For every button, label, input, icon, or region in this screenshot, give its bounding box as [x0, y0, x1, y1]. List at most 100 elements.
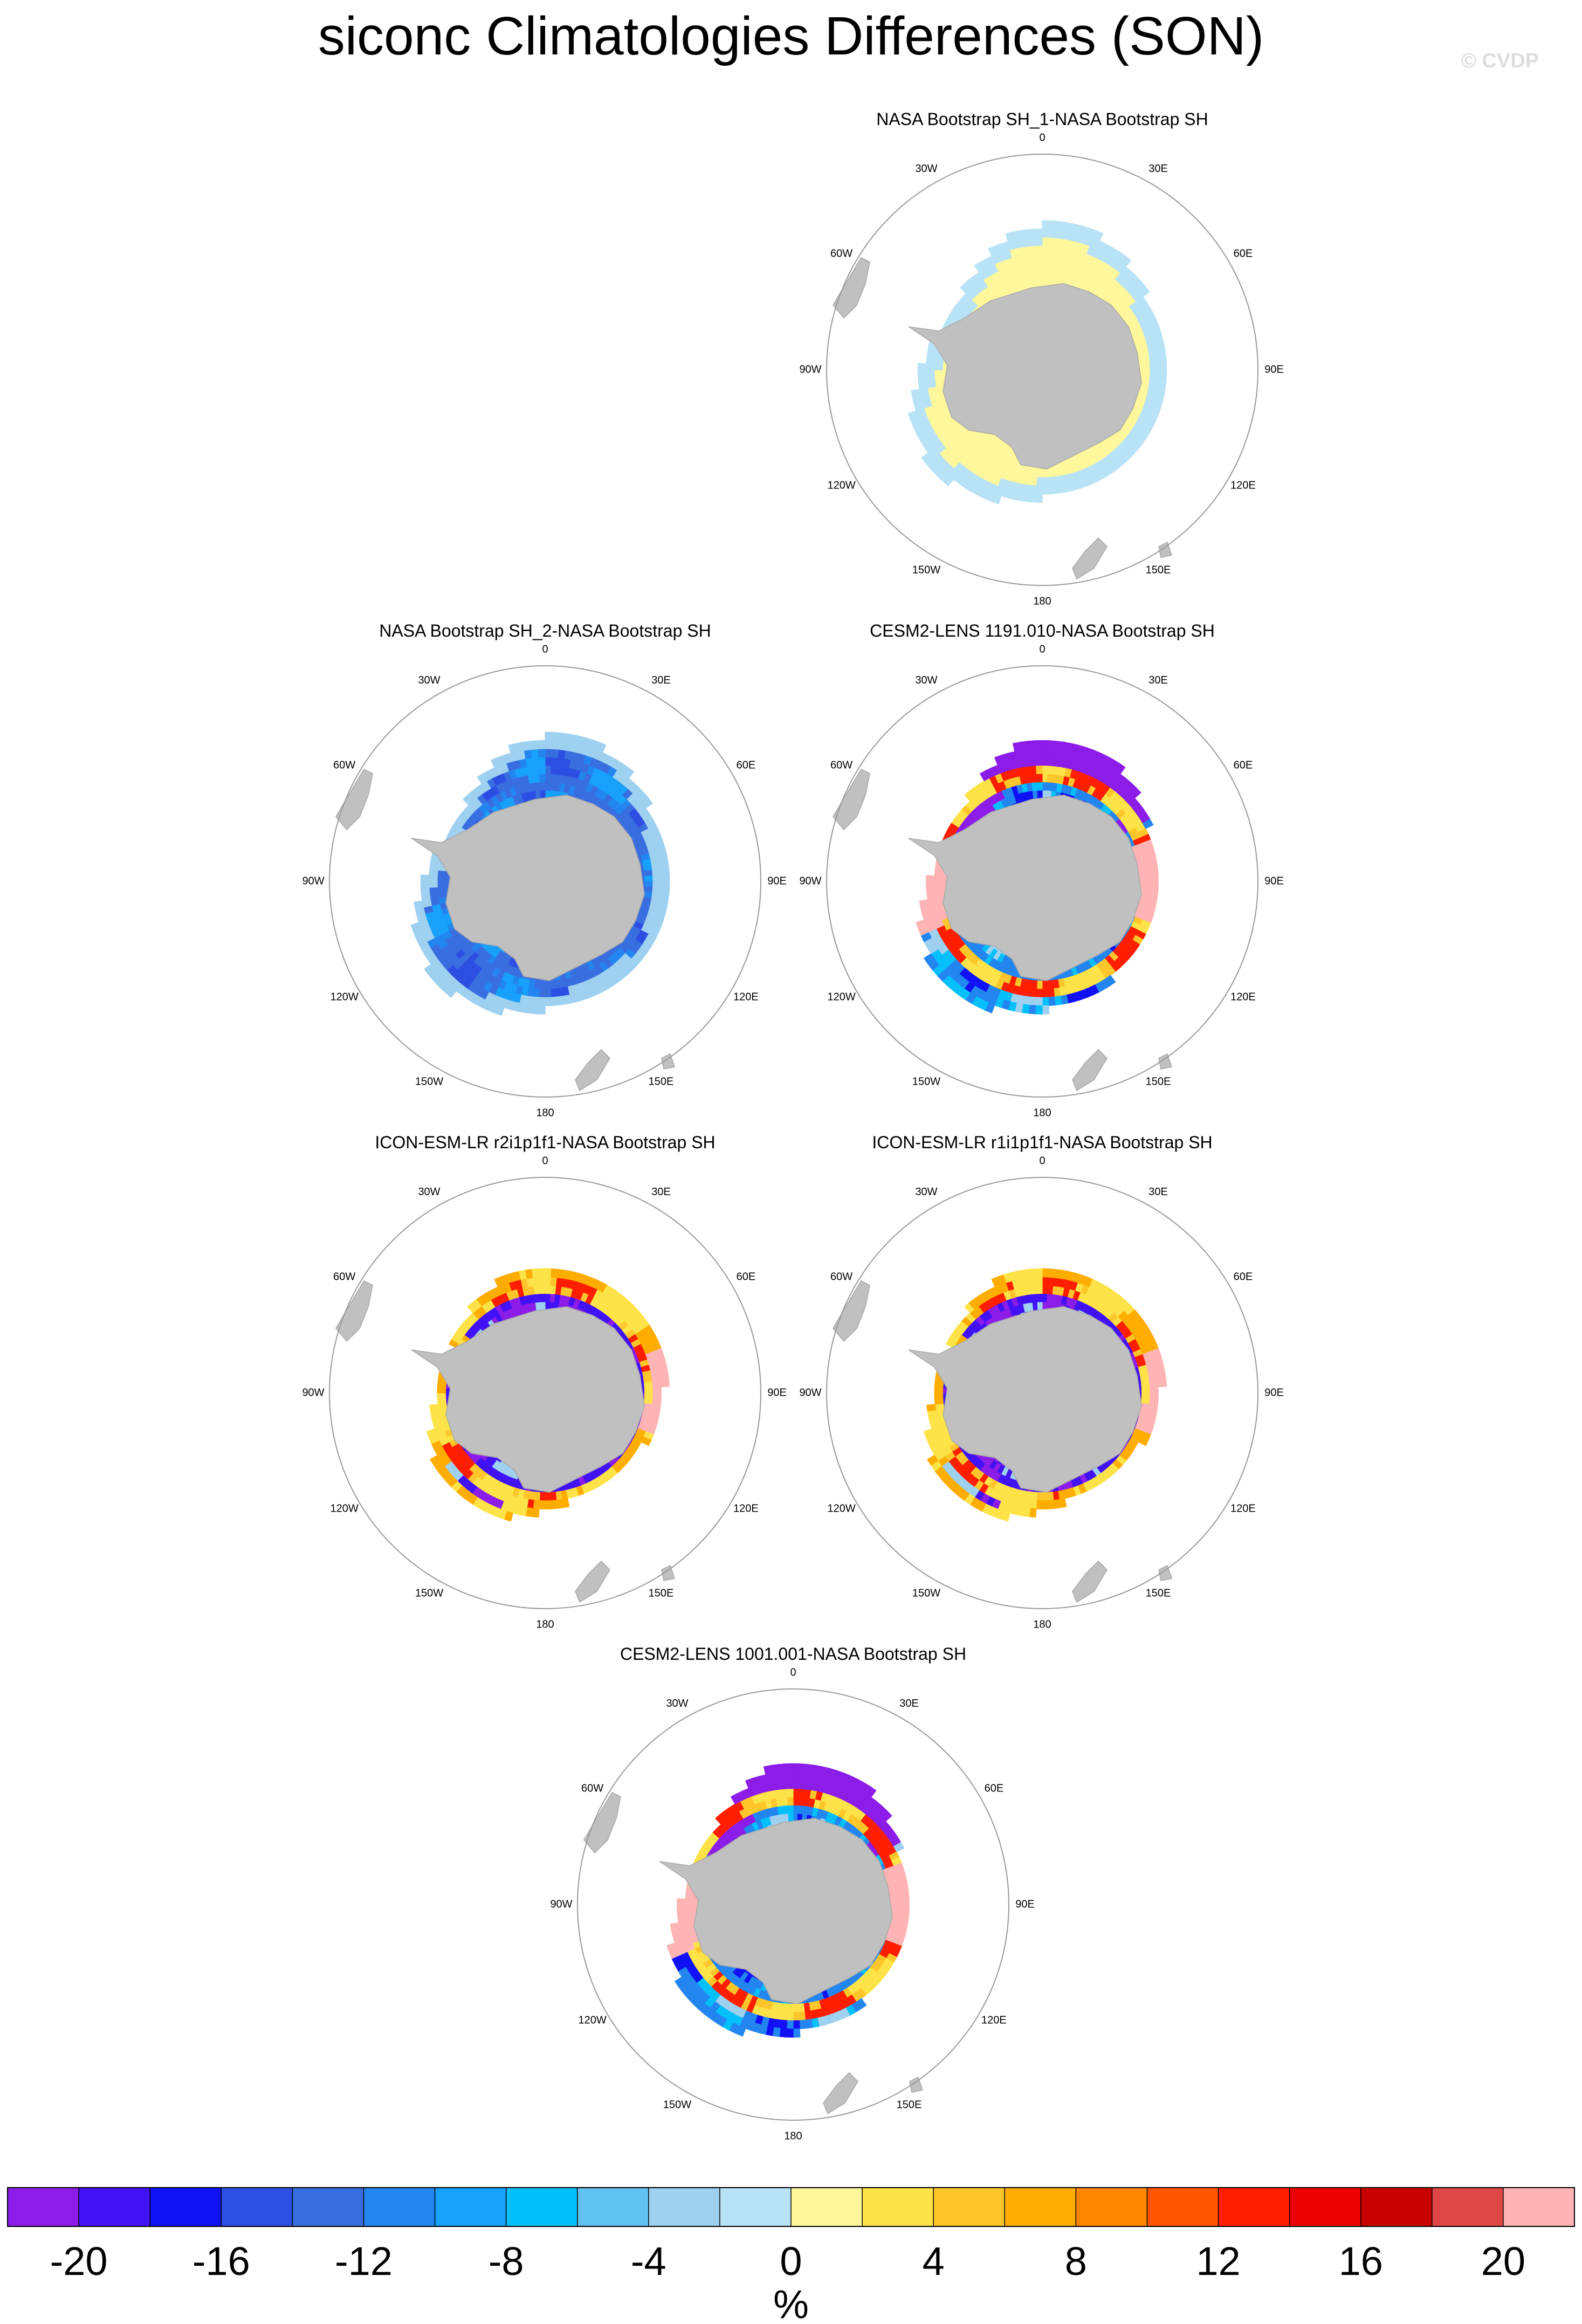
ice-cell — [926, 363, 935, 370]
map-boundary-circle — [329, 665, 761, 1098]
longitude-label: 150W — [663, 2099, 691, 2111]
ice-cell — [793, 2003, 800, 2013]
ice-cell — [539, 989, 546, 998]
south-america-landmass — [833, 769, 870, 830]
longitude-label: 120W — [330, 991, 358, 1003]
ice-cell — [1036, 773, 1043, 783]
ice-cell — [1035, 485, 1043, 495]
ice-cell — [783, 1813, 789, 1823]
ice-cell — [779, 2028, 787, 2038]
ice-cell — [539, 765, 546, 774]
ice-cell — [1158, 369, 1167, 377]
ice-cell — [522, 741, 532, 751]
longitude-label: 0 — [1039, 643, 1045, 655]
ice-cell — [907, 410, 919, 421]
colorbar-swatch — [791, 2188, 863, 2226]
ice-cell — [437, 1387, 446, 1394]
ice-cell — [1042, 485, 1049, 495]
ice-cell — [1157, 356, 1167, 364]
colorbar-tick-label: -4 — [631, 2239, 666, 2284]
ice-cell — [437, 875, 446, 882]
ice-cell — [545, 740, 553, 749]
colorbar-unit: % — [773, 2282, 809, 2324]
colorbar-tick-label: -16 — [192, 2239, 250, 2284]
ice-cell — [1042, 477, 1049, 487]
colorbar-swatch — [79, 2188, 150, 2226]
ice-cell — [778, 1763, 787, 1773]
ice-cell — [1150, 1387, 1159, 1394]
ice-cell — [437, 1398, 447, 1405]
colorbar-swatch — [150, 2188, 222, 2226]
ice-cell — [926, 1454, 939, 1466]
longitude-label: 90W — [799, 875, 821, 887]
ice-cell — [793, 2028, 801, 2038]
longitude-label: 30W — [418, 1186, 440, 1198]
ice-cell — [677, 1904, 686, 1911]
colorbar-swatch — [648, 2188, 720, 2226]
longitude-label: 60W — [830, 247, 852, 259]
ice-cell — [545, 997, 552, 1006]
ice-cell — [1037, 278, 1043, 287]
ice-cell — [1037, 1301, 1043, 1311]
ice-cell — [771, 1764, 780, 1774]
new-zealand-landmass — [575, 1561, 610, 1602]
ice-cell — [934, 1387, 944, 1394]
ice-cell — [545, 1268, 552, 1278]
ice-cell — [545, 748, 553, 758]
ice-cell — [659, 1373, 670, 1382]
ice-cell — [918, 381, 928, 390]
longitude-label: 120E — [1230, 1502, 1256, 1514]
ice-cell — [1042, 253, 1049, 263]
ice-cell — [1028, 237, 1036, 247]
ice-cell — [934, 875, 944, 882]
ice-cell — [787, 2003, 794, 2013]
ice-cell — [540, 1301, 546, 1311]
ice-cell — [539, 781, 546, 791]
ice-cell — [1032, 790, 1038, 799]
ice-cell — [900, 1904, 910, 1911]
ice-cell — [531, 1004, 539, 1015]
ice-cell — [1035, 1268, 1043, 1278]
ice-cell — [900, 1898, 910, 1905]
ice-cell — [1035, 748, 1043, 758]
ice-cell — [1042, 1293, 1048, 1302]
ice-cell — [1035, 997, 1043, 1006]
ice-cell — [1049, 229, 1058, 238]
ice-cell — [1048, 996, 1056, 1006]
ice-cell — [1138, 1436, 1149, 1446]
ice-cell — [919, 899, 930, 908]
ice-cell — [793, 1796, 800, 1806]
colorbar-tick-label: -20 — [50, 2239, 108, 2284]
ice-cell — [786, 1771, 794, 1781]
colorbar-swatch — [719, 2188, 792, 2226]
ice-cell — [1042, 765, 1049, 774]
longitude-label: 120E — [1230, 991, 1256, 1003]
panel-title: NASA Bootstrap SH_1-NASA Bootstrap SH — [876, 109, 1208, 129]
colorbar-tick-label: 8 — [1065, 2239, 1087, 2284]
ice-cell — [881, 1810, 892, 1822]
panel-title: ICON-ESM-LR r2i1p1f1-NASA Bootstrap SH — [375, 1133, 715, 1152]
ice-cell — [1030, 261, 1037, 272]
longitude-label: 90E — [767, 875, 787, 887]
ice-cell — [421, 893, 431, 901]
ice-cell — [437, 886, 447, 893]
longitude-label: 30E — [1148, 163, 1168, 175]
longitude-label: 150E — [1146, 1588, 1171, 1599]
ice-cell — [545, 781, 551, 791]
ice-cell — [1036, 477, 1043, 487]
longitude-label: 90W — [302, 1387, 324, 1398]
ice-cell — [539, 1277, 546, 1286]
longitude-label: 180 — [1033, 595, 1051, 607]
south-america-landmass — [833, 1281, 870, 1341]
ice-cell — [670, 1922, 680, 1931]
ice-cell — [926, 375, 936, 383]
map-boundary-circle — [329, 1177, 761, 1609]
ice-cell — [545, 1293, 551, 1302]
ice-cell — [429, 886, 438, 894]
ice-cell — [1149, 868, 1159, 877]
ice-cell — [685, 1909, 695, 1916]
ice-cell — [865, 1785, 877, 1798]
ice-cell — [1036, 1492, 1043, 1501]
longitude-label: 150W — [415, 1588, 443, 1599]
